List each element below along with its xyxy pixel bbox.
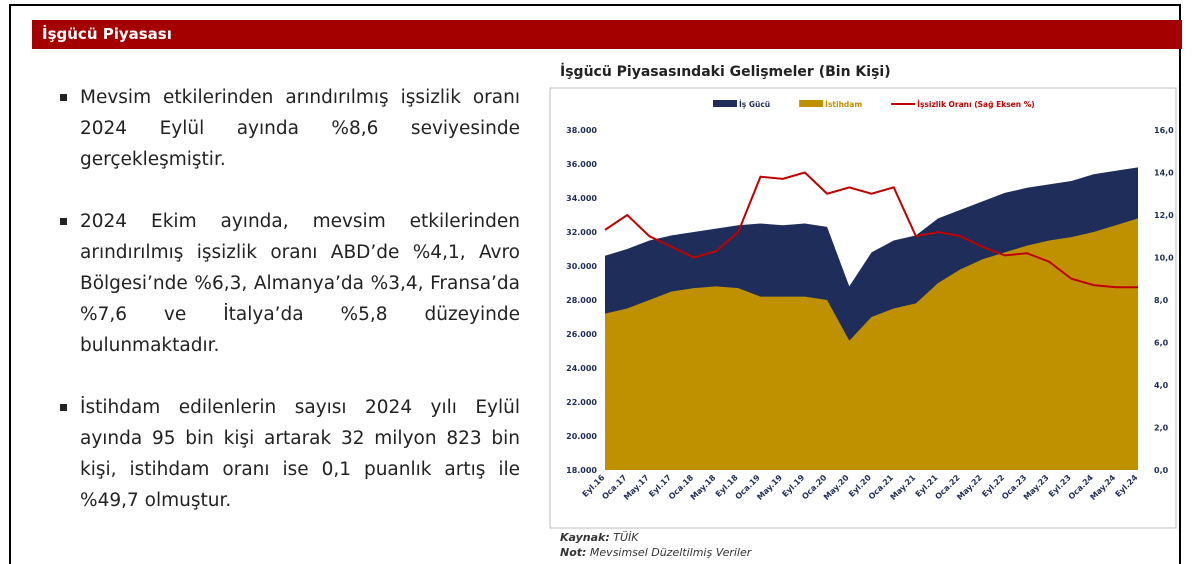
legend-swatch (713, 100, 737, 107)
note: Not: Mevsimsel Düzeltilmiş Veriler (560, 545, 751, 560)
y2-tick-label: 14,0 (1154, 169, 1174, 178)
y2-tick-label: 12,0 (1154, 211, 1174, 220)
y-tick-label: 22.000 (566, 398, 597, 407)
area (605, 218, 1138, 470)
legend-label: İş Gücü (739, 100, 770, 109)
bullet: İstihdam edilenlerin sayısı 2024 yılı Ey… (58, 392, 520, 516)
source-label: Kaynak: (560, 531, 610, 544)
legend-swatch (799, 100, 824, 107)
chart: 18.000 20.000 22.000 24.000 26.000 28.000 30.0… (549, 87, 1177, 529)
y2-tick-label: 16,0 (1154, 126, 1174, 135)
y2-tick-label: 6,0 (1154, 339, 1169, 348)
frame (9, 4, 1181, 564)
bullet: 2024 Ekim ayında, mevsim etkilerinden ar… (58, 206, 520, 361)
y2-tick-label: 2,0 (1154, 424, 1169, 433)
y-tick-label: 38.000 (566, 126, 597, 135)
y-tick-label: 34.000 (566, 194, 597, 203)
legend-label: İşsizlik Oranı (Sağ Eksen %) (917, 100, 1034, 109)
y2-tick-label: 8,0 (1154, 296, 1169, 305)
legend-label: İstihdam (825, 100, 862, 109)
y-tick-label: 26.000 (566, 330, 597, 339)
y-tick-label: 18.000 (566, 466, 597, 475)
y-tick-label: 28.000 (566, 296, 597, 305)
y-tick-label: 36.000 (566, 160, 597, 169)
notes: Kaynak: TÜİK Not: Mevsimsel Düzeltilmiş … (560, 530, 751, 560)
note-text: Mevsimsel Düzeltilmiş Veriler (589, 546, 752, 559)
bullet-list: Mevsim etkilerinden arındırılmış işsizli… (58, 82, 520, 547)
y2-tick-label: 0,0 (1154, 466, 1169, 475)
bullet: Mevsim etkilerinden arındırılmış işsizli… (58, 82, 520, 175)
chart-title: İşgücü Piyasasındaki Gelişmeler (Bin Kiş… (560, 64, 891, 80)
y-tick-label: 20.000 (566, 432, 597, 441)
line (604, 171, 1138, 289)
y-tick-label: 32.000 (566, 228, 597, 237)
y-tick-label: 30.000 (566, 262, 597, 271)
y2-tick-label: 10,0 (1154, 254, 1174, 263)
source-text: TÜİK (613, 531, 639, 544)
note-label: Not: (560, 546, 587, 559)
section-header: İşgücü Piyasası (32, 20, 1182, 49)
y2-tick-label: 4,0 (1154, 381, 1169, 390)
source: Kaynak: TÜİK (560, 530, 751, 545)
y-tick-label: 24.000 (566, 364, 597, 373)
